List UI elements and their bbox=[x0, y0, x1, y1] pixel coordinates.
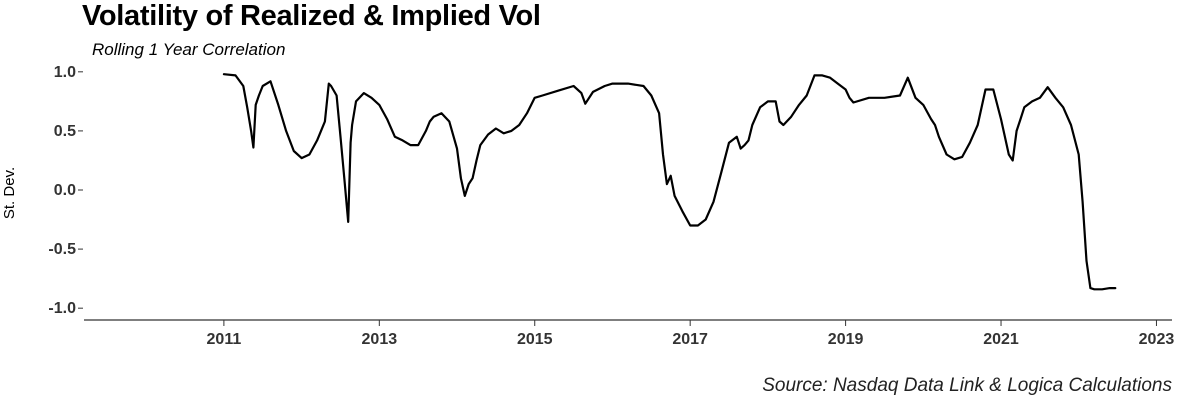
y-tick-label: -1.0 bbox=[48, 300, 76, 317]
series-line bbox=[222, 73, 1117, 291]
axes bbox=[78, 71, 1172, 326]
x-tick-label: 2023 bbox=[1139, 331, 1175, 348]
chart-title: Volatility of Realized & Implied Vol bbox=[82, 0, 541, 32]
source-note: Source: Nasdaq Data Link & Logica Calcul… bbox=[762, 375, 1172, 396]
y-tick-label: 0.0 bbox=[54, 182, 76, 199]
y-tick-label: 1.0 bbox=[54, 64, 76, 81]
y-tick-label: 0.5 bbox=[54, 123, 76, 140]
y-axis-title: St. Dev. bbox=[1, 167, 18, 219]
chart-subtitle: Rolling 1 Year Correlation bbox=[92, 40, 286, 59]
x-tick-label: 2015 bbox=[517, 331, 553, 348]
series-layer bbox=[222, 73, 1117, 291]
x-tick-label: 2011 bbox=[207, 331, 242, 348]
y-tick-label: -0.5 bbox=[48, 241, 76, 258]
x-tick-label: 2013 bbox=[362, 331, 398, 348]
x-tick-label: 2019 bbox=[828, 331, 864, 348]
x-tick-label: 2017 bbox=[672, 331, 708, 348]
x-tick-label: 2021 bbox=[983, 331, 1019, 348]
tick-labels: 1.0 0.5 0.0 -0.5 -1.0 2011 2013 2015 2017 2019 202… bbox=[48, 64, 1174, 348]
